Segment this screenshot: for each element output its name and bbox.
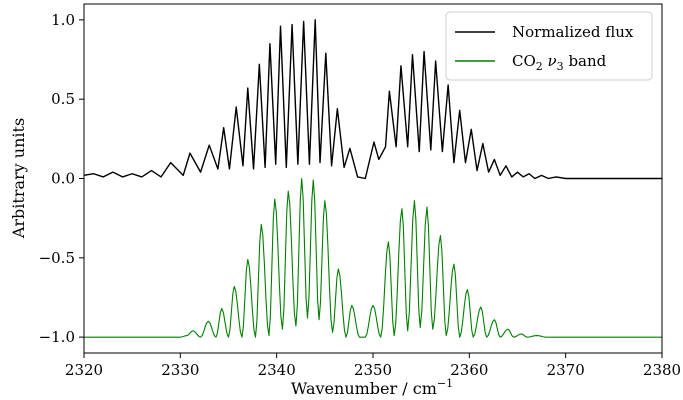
legend-label-co2-band: CO2 ν3 band	[512, 52, 607, 73]
x-tick-label: 2370	[547, 361, 585, 379]
x-tick-label: 2320	[65, 361, 103, 379]
legend-box	[445, 11, 653, 81]
x-tick-label: 2350	[354, 361, 392, 379]
y-axis-label: Arbitrary units	[9, 118, 28, 239]
legend: Normalized flux CO2 ν3 band	[445, 11, 653, 81]
x-axis-label-exponent: −1	[437, 377, 453, 390]
y-tick-label: 0.0	[51, 170, 75, 188]
x-tick-label: 2360	[450, 361, 488, 379]
plot-area-frame	[83, 3, 663, 354]
x-axis-label: Wavenumber / cm−1	[291, 377, 453, 398]
y-tick-label: 1.0	[51, 11, 75, 29]
series-line-co2-band	[84, 177, 662, 338]
x-tick-label: 2340	[258, 361, 296, 379]
x-tick-label: 2330	[161, 361, 199, 379]
legend-label-normalized-flux: Normalized flux	[512, 23, 634, 41]
x-tick-label: 2380	[643, 361, 681, 379]
y-tick-label: 0.5	[51, 90, 75, 108]
y-tick-label: −0.5	[39, 249, 75, 267]
y-tick-label: −1.0	[39, 328, 75, 346]
series-line-normalized-flux	[83, 19, 662, 180]
